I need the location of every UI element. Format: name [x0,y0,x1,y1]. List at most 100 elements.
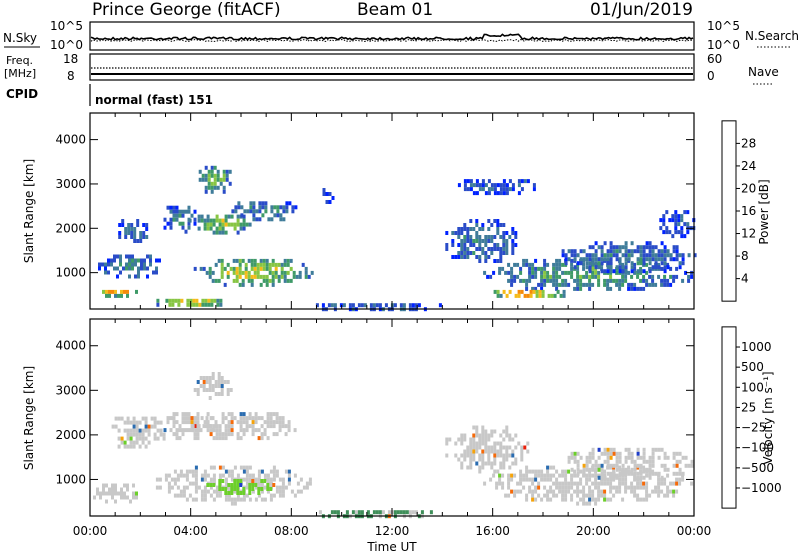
data-cell [573,253,577,258]
data-cell [606,286,610,291]
data-cell [393,510,397,515]
data-cell [278,485,282,490]
data-cell [579,249,583,254]
data-cell [214,278,218,283]
data-cell [514,457,518,462]
data-cell [561,497,565,502]
data-cell [272,412,276,417]
data-cell [266,477,270,482]
data-cell [291,209,295,214]
data-cell [606,481,610,486]
data-cell [645,253,649,258]
velocity-ylabel: Slant Range [km] [22,366,36,470]
data-cell [481,433,485,438]
data-cell [487,227,491,231]
data-cell [175,412,179,417]
data-cell [217,278,221,283]
data-cell [618,282,622,287]
data-cell [472,457,476,462]
data-cell [642,455,646,460]
data-cell [218,479,222,483]
y-tick-label: 1000 [55,266,86,280]
data-cell [283,258,287,263]
data-cell [475,179,479,184]
data-cell [457,251,461,255]
data-cell [672,463,676,468]
data-cell [675,481,679,486]
data-cell [125,262,128,267]
data-cell [588,257,592,262]
data-cell [606,261,610,266]
data-cell [301,262,305,267]
data-cell [199,376,203,380]
data-cell [257,469,261,474]
data-cell [209,483,213,487]
data-cell [247,258,251,263]
data-cell [621,477,625,482]
data-cell [209,416,213,421]
data-cell [212,222,216,227]
data-cell [615,451,619,456]
data-cell [615,265,619,270]
data-cell [166,416,170,421]
data-cell [510,270,514,275]
data-cell [208,274,212,279]
data-cell [221,222,225,227]
data-cell [672,278,676,283]
data-cell [283,270,287,275]
data-cell [182,473,186,478]
data-cell [519,278,523,283]
data-cell [672,245,676,250]
data-cell [269,497,273,502]
data-cell [216,302,220,307]
data-cell [624,261,628,266]
data-cell [224,424,228,429]
data-cell [683,222,687,227]
data-cell [520,289,524,294]
nsky-series [90,33,694,41]
data-cell [242,477,246,482]
data-cell [237,201,241,206]
data-cell [508,289,512,294]
data-cell [681,257,685,262]
data-cell [221,230,225,235]
data-cell [117,416,121,421]
data-cell [285,209,289,214]
data-cell [187,416,191,421]
data-cell [205,388,209,392]
data-cell [561,485,565,490]
data-cell [660,475,664,480]
data-cell [293,473,297,478]
data-cell [502,453,506,458]
data-cell [576,481,580,486]
data-cell [549,497,553,502]
data-cell [185,477,189,482]
data-cell [663,481,667,486]
data-cell [627,451,631,456]
data-cell [262,278,266,283]
data-cell [540,473,544,478]
data-cell [594,253,598,258]
data-cell [460,231,464,235]
data-cell [573,249,577,254]
data-cell [624,447,628,452]
data-cell [247,274,251,279]
data-cell [507,473,511,478]
data-cell [472,239,476,243]
data-cell [525,258,529,263]
data-cell [591,257,595,262]
data-cell [134,274,137,279]
data-cell [463,437,467,442]
data-cell [275,432,279,437]
data-cell [636,455,640,460]
data-cell [501,473,505,478]
data-cell [525,473,529,478]
data-cell [220,274,224,279]
data-cell [146,254,149,259]
data-cell [180,298,184,303]
data-cell [609,471,613,476]
data-cell [247,278,251,283]
data-cell [570,455,574,460]
data-cell [168,302,172,307]
data-cell [272,432,276,437]
